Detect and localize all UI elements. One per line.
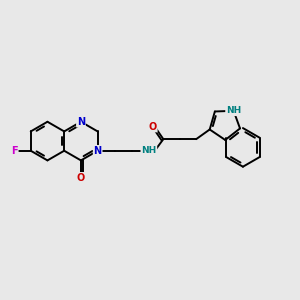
- Text: NH: NH: [226, 106, 241, 115]
- Text: N: N: [94, 146, 102, 156]
- Text: NH: NH: [141, 146, 157, 155]
- Text: F: F: [11, 146, 18, 156]
- Text: O: O: [77, 173, 85, 183]
- Text: N: N: [77, 117, 85, 127]
- Text: O: O: [148, 122, 157, 132]
